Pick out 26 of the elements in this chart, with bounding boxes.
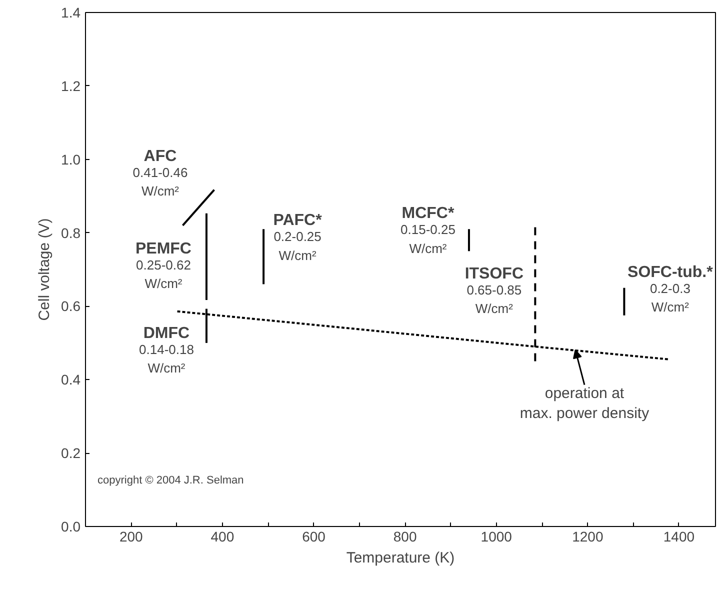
annotation: AFC 0.41-0.46 W/cm²	[132, 148, 188, 199]
y-tick-label: 1.4	[61, 4, 81, 20]
annotation: PEMFC 0.25-0.62 W/cm²	[135, 240, 192, 292]
x-tick-label: 200	[119, 528, 144, 544]
annotation: SOFC-tub.* 0.2-0.3 W/cm²	[628, 264, 714, 315]
y-tick-label: 0.8	[61, 224, 81, 241]
y-tick-label: 1.2	[61, 78, 81, 94]
x-tick-label: 800	[393, 528, 417, 544]
y-tick-label: 0.2	[61, 445, 81, 462]
annotation: ITSOFC 0.65-0.85 W/cm²	[464, 265, 524, 316]
annotation: copyright © 2004 J.R. Selman	[98, 474, 244, 486]
x-tick-label: 1000	[480, 528, 512, 544]
y-tick-label: 0.4	[61, 372, 81, 388]
y-tick-label: 1.0	[61, 151, 81, 168]
x-tick-label: 400	[210, 528, 234, 544]
annotation: PAFC* 0.2-0.25 W/cm²	[273, 212, 323, 263]
y-tick-label: 0.6	[61, 298, 81, 314]
x-tick-label: 1400	[663, 528, 695, 544]
y-tick-label: 0.0	[61, 518, 81, 534]
y-axis-title: Cell voltage (V)	[36, 218, 54, 321]
x-tick-label: 1200	[572, 528, 604, 544]
x-axis-title: Temperature (K)	[346, 550, 455, 566]
annotation: operation at max. power density	[520, 384, 650, 422]
annotation: DMFC 0.14-0.18 W/cm²	[139, 324, 194, 376]
x-tick-label: 600	[302, 528, 326, 544]
annotation: MCFC* 0.15-0.25 W/cm²	[400, 205, 456, 256]
